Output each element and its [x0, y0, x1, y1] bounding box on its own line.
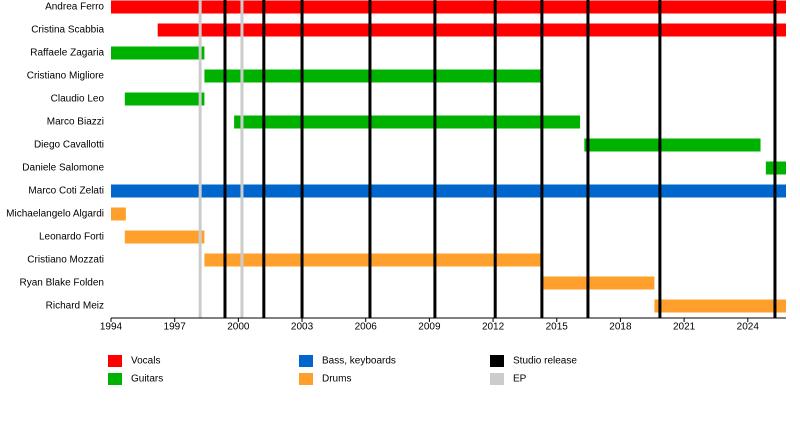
- legend-swatch: [299, 355, 313, 367]
- x-tick-label: 2012: [482, 322, 505, 333]
- x-tick-label: 1997: [164, 322, 187, 333]
- x-tick-label: 2009: [418, 322, 441, 333]
- member-label: Richard Meiz: [46, 301, 104, 312]
- bar: [204, 253, 543, 267]
- member-label: Leonardo Forti: [39, 232, 104, 243]
- x-tick-label: 2021: [673, 322, 696, 333]
- bar: [654, 299, 786, 313]
- bar: [584, 138, 761, 152]
- bar: [157, 23, 786, 37]
- legend-label: EP: [513, 374, 527, 385]
- member-label: Ryan Blake Folden: [20, 278, 105, 289]
- bar: [111, 207, 126, 221]
- legend-label: Bass, keyboards: [322, 356, 396, 367]
- x-tick-label: 1994: [100, 322, 123, 333]
- legend-swatch: [108, 373, 122, 385]
- member-label: Cristina Scabbia: [31, 25, 104, 36]
- x-tick-label: 2024: [737, 322, 760, 333]
- x-tick-label: 2015: [546, 322, 569, 333]
- member-label: Diego Cavallotti: [34, 140, 104, 151]
- bar: [111, 184, 786, 198]
- x-tick-label: 2018: [609, 322, 632, 333]
- legend-label: Drums: [322, 374, 351, 385]
- bar: [124, 230, 205, 244]
- bar: [542, 276, 655, 290]
- legend-swatch: [490, 355, 504, 367]
- member-label: Cristiano Mozzati: [27, 255, 104, 266]
- member-label: Michaelangelo Algardi: [6, 209, 104, 220]
- legend-label: Vocals: [131, 356, 160, 367]
- bar: [111, 0, 786, 14]
- bar: [124, 92, 205, 106]
- bar: [234, 115, 581, 129]
- member-label: Andrea Ferro: [45, 2, 104, 13]
- member-label: Cristiano Migliore: [27, 71, 105, 82]
- legend-swatch: [108, 355, 122, 367]
- legend-label: Guitars: [131, 374, 163, 385]
- legend-swatch: [490, 373, 504, 385]
- x-tick-label: 2003: [291, 322, 314, 333]
- member-label: Raffaele Zagaria: [30, 48, 104, 59]
- member-label: Daniele Salomone: [22, 163, 104, 174]
- member-label: Marco Biazzi: [47, 117, 104, 128]
- member-label: Claudio Leo: [51, 94, 105, 105]
- bar: [111, 46, 205, 60]
- bar: [204, 69, 543, 83]
- x-tick-label: 2006: [355, 322, 378, 333]
- x-tick-label: 2000: [227, 322, 250, 333]
- legend-label: Studio release: [513, 356, 577, 367]
- legend-swatch: [299, 373, 313, 385]
- member-label: Marco Coti Zelati: [28, 186, 104, 197]
